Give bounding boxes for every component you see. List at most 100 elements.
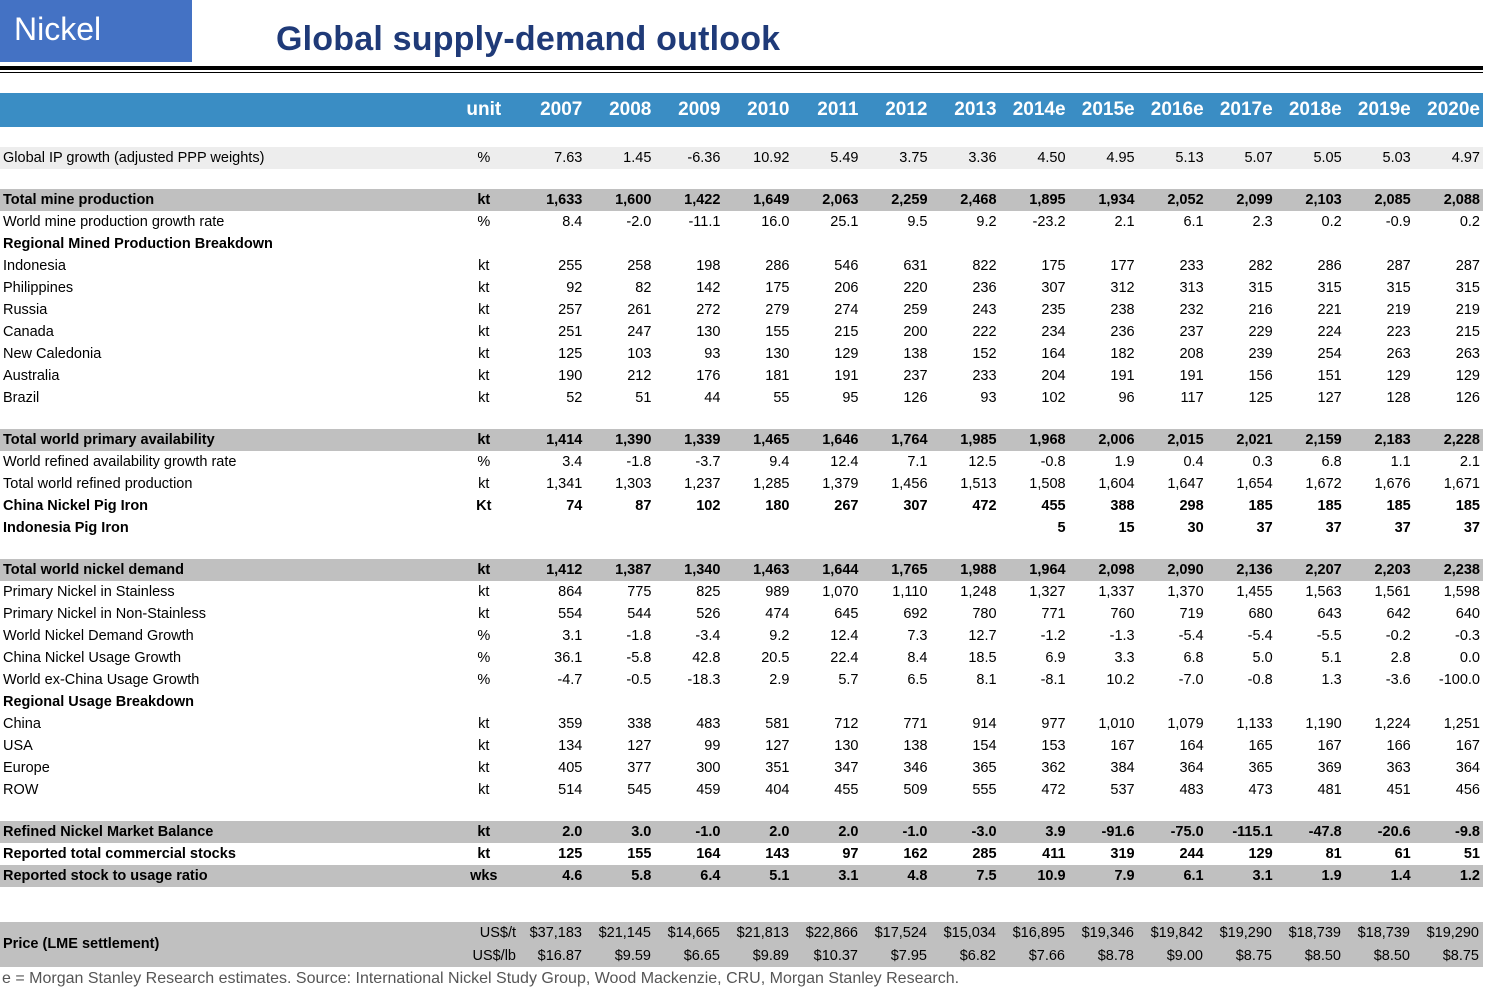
row-value: 233	[1179, 258, 1204, 274]
page-title: Global supply-demand outlook	[276, 20, 781, 58]
row-value: 455	[834, 782, 859, 798]
price-per-tonne: $37,183	[529, 925, 582, 941]
row-value: 1,672	[1305, 476, 1342, 492]
row-value: 22.4	[830, 650, 859, 666]
row-value	[1414, 233, 1483, 255]
row-value: -5.5	[1316, 628, 1342, 644]
row-value: 1,224	[1374, 716, 1411, 732]
row-value: 6.4	[654, 865, 724, 887]
price-per-tonne: $18,739	[1288, 925, 1341, 941]
row-value: 134	[558, 738, 583, 754]
row-unit: %	[451, 147, 517, 169]
price-per-pound: $9.00	[1166, 948, 1203, 964]
table-row: Refined Nickel Market Balance kt 2.0 3.0 -1.…	[0, 821, 1483, 843]
row-value: 223	[1386, 324, 1411, 340]
row-value: 5	[1057, 520, 1066, 536]
row-value: -0.5	[626, 672, 652, 688]
row-unit: kt	[451, 559, 517, 581]
row-value: 1,563	[1305, 584, 1342, 600]
row-value: 258	[627, 258, 652, 274]
row-value: 3.0	[585, 821, 655, 843]
row-value: 129	[1455, 368, 1480, 384]
row-unit	[451, 233, 516, 255]
row-label: Regional Mined Production Breakdown	[3, 236, 273, 252]
row-unit: kt	[478, 716, 490, 732]
row-unit: kt	[451, 821, 517, 843]
row-value: 1,341	[546, 476, 583, 492]
row-value: -1.2	[1040, 628, 1066, 644]
row-value: 2,207	[1275, 559, 1345, 581]
row-value: 1,598	[1443, 584, 1480, 600]
row-value	[1000, 233, 1069, 255]
row-value	[792, 691, 861, 713]
row-value: -5.8	[626, 650, 652, 666]
row-value: 247	[627, 324, 652, 340]
row-value: 1,465	[723, 429, 793, 451]
row-value: 286	[765, 258, 790, 274]
row-unit	[451, 517, 516, 539]
row-value: 37	[1463, 520, 1480, 536]
row-value: 16.0	[761, 214, 790, 230]
row-value: 2.9	[769, 672, 790, 688]
price-row: Price (LME settlement) US$/t US$/lb $37,…	[0, 922, 1483, 967]
row-label: Reported stock to usage ratio	[0, 865, 452, 887]
table-row: Philippines kt 92 82 142 175 206 220 236 307 312 31…	[0, 277, 1483, 299]
row-value: 771	[1041, 606, 1066, 622]
title-rule-thin	[0, 72, 1483, 73]
row-label: Reported total commercial stocks	[3, 846, 236, 862]
row-value: 2.0	[792, 821, 862, 843]
row-unit: kt	[478, 738, 490, 754]
row-value: 37	[1256, 520, 1273, 536]
row-value: 1,455	[1236, 584, 1273, 600]
row-value: 219	[1386, 302, 1411, 318]
row-value: 2.0	[516, 821, 586, 843]
row-value: -9.8	[1413, 821, 1483, 843]
table-row: China Nickel Usage Growth% 36.1 -5.8 42.8 20…	[0, 647, 1483, 669]
row-value: 191	[834, 368, 859, 384]
row-value: 4.97	[1413, 147, 1483, 169]
row-value: -100.0	[1438, 672, 1480, 688]
row-value: 7.3	[907, 628, 928, 644]
price-unit-t: US$/t	[479, 925, 516, 941]
row-unit: wks	[451, 865, 517, 887]
spacer-row	[0, 409, 1483, 429]
row-value: 1,422	[654, 189, 724, 211]
table-row: World ex-China Usage Growth% -4.7 -0.5 -18.…	[0, 669, 1483, 691]
row-value: 239	[1248, 346, 1273, 362]
row-value: 2,063	[792, 189, 862, 211]
row-value: 546	[834, 258, 859, 274]
table-row: Canada kt 251 247 130 155 215 200 222 234 236 237 22…	[0, 321, 1483, 343]
row-value	[1345, 233, 1414, 255]
spacer-row	[0, 801, 1483, 821]
price-per-tonne: $17,524	[874, 925, 927, 941]
row-label: Total mine production	[0, 189, 452, 211]
row-value: 243	[972, 302, 997, 318]
footnote: e = Morgan Stanley Research estimates. S…	[2, 970, 960, 987]
row-value: 130	[834, 738, 859, 754]
row-value: -115.1	[1206, 821, 1276, 843]
row-value: 7.1	[907, 454, 928, 470]
row-value: -0.2	[1385, 628, 1411, 644]
row-value: 129	[1248, 846, 1273, 862]
row-value: 472	[1041, 782, 1066, 798]
row-value: 2,203	[1344, 559, 1414, 581]
row-label: Canada	[3, 324, 54, 340]
row-value: 5.8	[585, 865, 655, 887]
row-value	[654, 691, 723, 713]
row-value: 272	[696, 302, 721, 318]
row-value	[1414, 691, 1483, 713]
row-value: 286	[1317, 258, 1342, 274]
row-value: 5.07	[1206, 147, 1276, 169]
header-year: 2014e	[999, 93, 1069, 127]
row-value: 1,895	[999, 189, 1069, 211]
row-value: 775	[627, 584, 652, 600]
row-value: 254	[1317, 346, 1342, 362]
row-value: 1,676	[1374, 476, 1411, 492]
row-value: 365	[972, 760, 997, 776]
row-value: 338	[627, 716, 652, 732]
row-value: 2,006	[1068, 429, 1138, 451]
row-unit: kt	[478, 782, 490, 798]
table-row: Australia kt 190 212 176 181 191 237 233 204 191 19…	[0, 365, 1483, 387]
row-value: 198	[696, 258, 721, 274]
row-value: 25.1	[830, 214, 859, 230]
